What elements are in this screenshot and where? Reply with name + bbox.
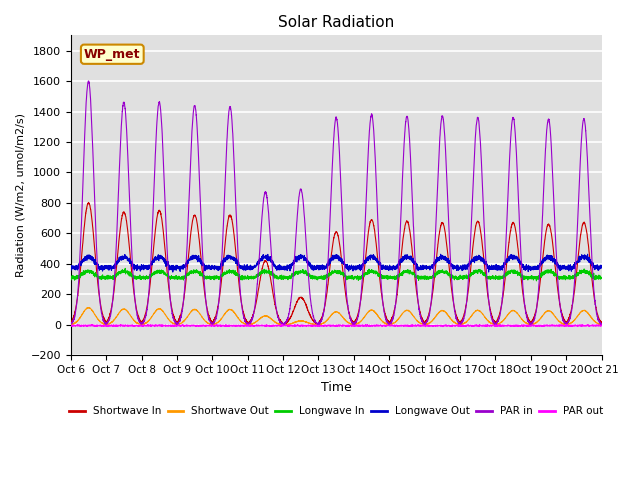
Title: Solar Radiation: Solar Radiation (278, 15, 394, 30)
Legend: Shortwave In, Shortwave Out, Longwave In, Longwave Out, PAR in, PAR out: Shortwave In, Shortwave Out, Longwave In… (65, 402, 607, 420)
X-axis label: Time: Time (321, 381, 351, 394)
Text: WP_met: WP_met (84, 48, 141, 61)
Y-axis label: Radiation (W/m2, umol/m2/s): Radiation (W/m2, umol/m2/s) (15, 113, 25, 277)
